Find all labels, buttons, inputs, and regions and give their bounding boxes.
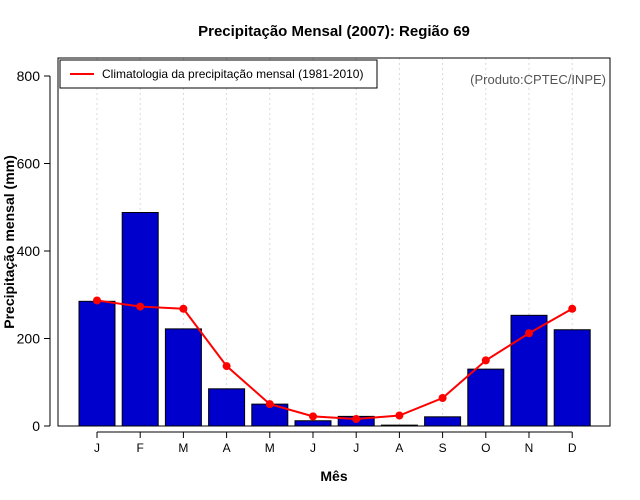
x-tick-label-10: O [481, 441, 490, 455]
x-tick-label-8: A [395, 441, 403, 455]
bar-F-2 [121, 212, 159, 427]
climatology-point-12 [568, 304, 577, 313]
bar-O-10 [467, 368, 505, 427]
climatology-point-8 [395, 411, 404, 420]
x-tick-label-1: J [94, 441, 100, 455]
x-tick-label-2: F [137, 441, 144, 455]
x-tick-label-11: N [525, 441, 534, 455]
legend-box [59, 59, 378, 89]
bar-M-3 [164, 328, 202, 427]
source-annotation: (Produto:CPTEC/INPE) [470, 72, 606, 87]
y-tick-label: 800 [17, 68, 41, 84]
y-tick-label: 0 [32, 418, 40, 434]
climatology-point-9 [438, 394, 447, 402]
y-axis: 0 200 400 600 800 [17, 68, 51, 434]
climatology-point-10 [481, 356, 490, 365]
y-axis-label: Precipitação mensal (mm) [1, 155, 17, 329]
x-tick-label-5: M [265, 441, 275, 455]
climatology-point-11 [525, 329, 533, 338]
bar-S-9 [424, 416, 462, 427]
y-tick-label: 400 [17, 243, 41, 259]
legend: Climatologia da precipitação mensal (198… [59, 59, 378, 89]
climatology-point-1 [93, 296, 101, 305]
bar-J-6 [294, 420, 332, 427]
climatology-point-2 [136, 302, 145, 311]
legend-label: Climatologia da precipitação mensal (198… [102, 67, 363, 81]
climatology-line-series [93, 296, 577, 423]
y-tick-label: 200 [17, 331, 41, 347]
bar-J-1 [78, 300, 116, 427]
x-tick-label-6: J [310, 441, 316, 455]
x-tick-label-7: J [353, 441, 359, 455]
y-tick-label: 600 [17, 156, 41, 172]
climatology-point-7 [352, 415, 361, 423]
x-tick-label-12: D [568, 441, 577, 455]
chart-title: Precipitação Mensal (2007): Região 69 [198, 23, 470, 40]
climatology-line [96, 299, 573, 421]
x-tick-label-9: S [439, 441, 447, 455]
x-axis-label: Mês [320, 468, 347, 484]
climatology-point-6 [309, 412, 317, 421]
bar-D-12 [553, 329, 591, 427]
bar-A-4 [208, 388, 246, 427]
bar-series [78, 212, 591, 427]
plot-area-frame [57, 57, 611, 427]
climatology-point-5 [265, 400, 274, 409]
climatology-point-4 [222, 362, 231, 371]
climatology-point-3 [179, 304, 188, 313]
x-tick-label-3: M [178, 441, 188, 455]
x-tick-label-4: A [223, 441, 231, 455]
